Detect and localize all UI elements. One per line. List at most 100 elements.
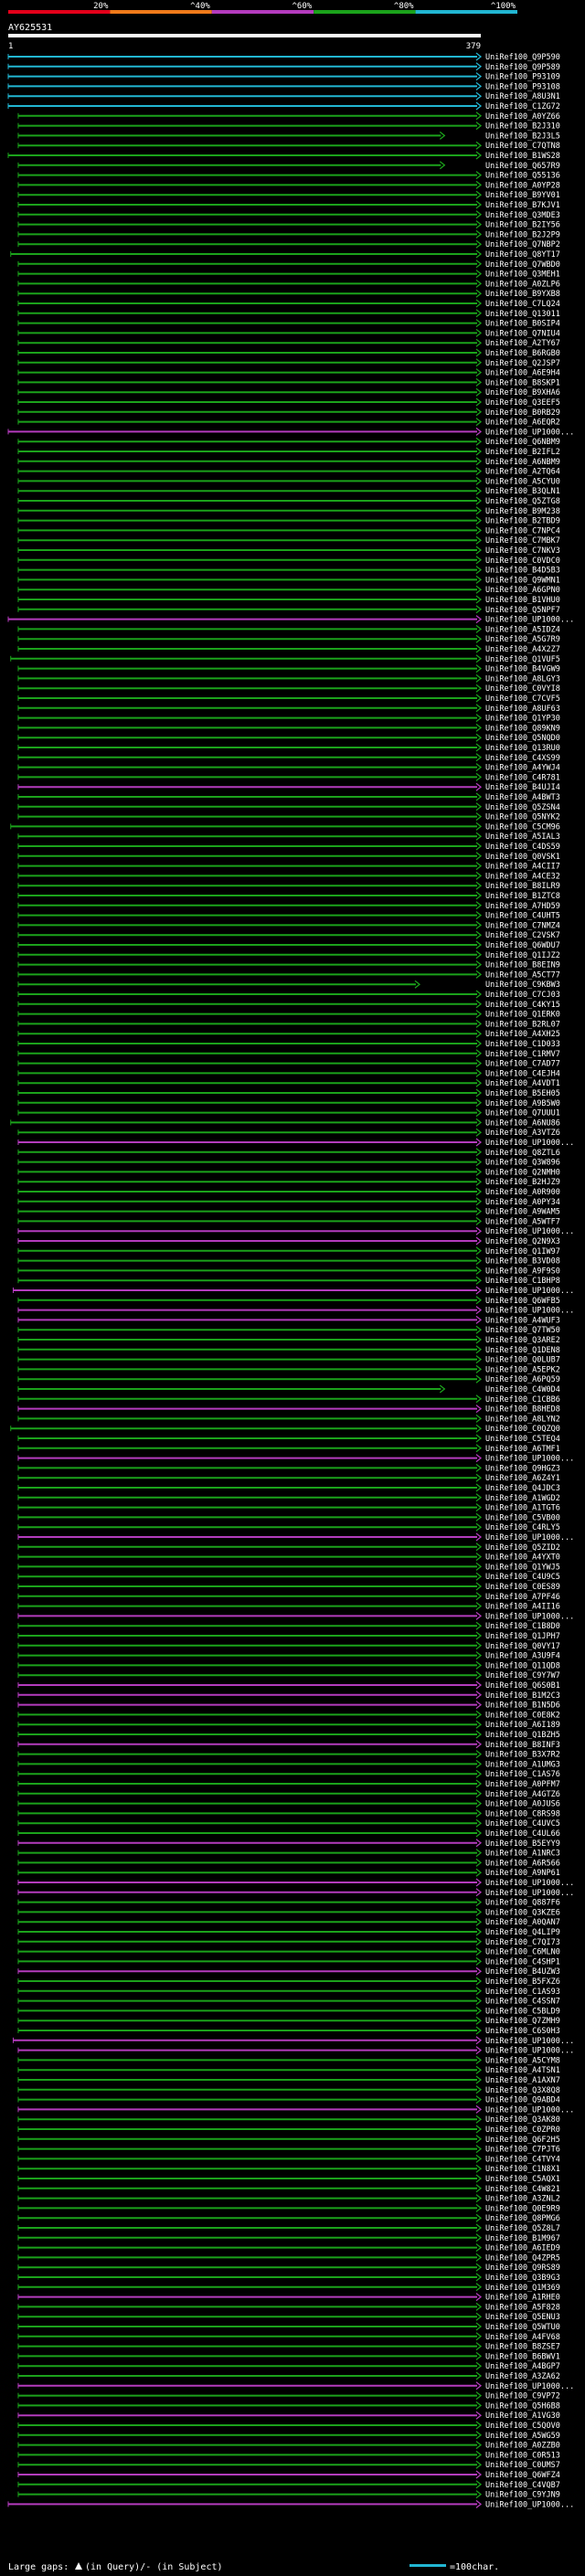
hit-label: UniRef100_A9WAM5 [485, 1208, 560, 1217]
hit-row: UniRef100_Q5ZID2 [17, 1542, 560, 1553]
hit-label: UniRef100_Q5ZID2 [485, 1543, 560, 1553]
hit-row: UniRef100_A9F9S0 [17, 1266, 560, 1276]
hit-label: UniRef100_Q1DEN8 [485, 1346, 560, 1355]
hit-label: UniRef100_Q5ENU3 [485, 2313, 560, 2322]
hit-arrowhead [475, 1503, 483, 1512]
hit-arrowhead [475, 239, 483, 249]
hit-row: UniRef100_C0E8K2 [17, 1710, 560, 1720]
hit-label: UniRef100_Q5NQD0 [485, 734, 560, 743]
hit-label: UniRef100_A3ZA62 [485, 2372, 560, 2381]
hit-label: UniRef100_A1UMG3 [485, 1760, 560, 1769]
hit-label: UniRef100_Q3KZE6 [485, 1908, 560, 1917]
hit-arrowhead [475, 556, 483, 565]
hit-arrowhead [475, 1839, 483, 1848]
hit-label: UniRef100_Q3MEH1 [485, 270, 560, 280]
hit-arrowhead [475, 2154, 483, 2163]
hit-arrowhead [475, 151, 483, 160]
hit-arrowhead [475, 377, 483, 387]
hit-label: UniRef100_C1D033 [485, 1040, 560, 1049]
hit-row: UniRef100_C5TEQ4 [17, 1434, 560, 1444]
hit-arrowhead [475, 546, 483, 555]
hit-arrowhead [475, 1374, 483, 1383]
hit-row: UniRef100_Q7TW50 [17, 1325, 560, 1335]
hit-label: UniRef100_B3X7R2 [485, 1751, 560, 1760]
hit-arrowhead [475, 1029, 483, 1038]
hit-row: UniRef100_A1TGT6 [17, 1503, 560, 1513]
hit-arrowhead [475, 1937, 483, 1946]
scale-label: ^40% [190, 2, 210, 11]
hit-arrowhead [475, 634, 483, 643]
hit-row: UniRef100_Q7UUU1 [17, 1108, 560, 1118]
hit-label: UniRef100_A5IAL3 [485, 832, 560, 842]
hit-arrowhead [475, 1197, 483, 1206]
hit-arrowhead [475, 2223, 483, 2232]
hit-label: UniRef100_Q0LUB7 [485, 1356, 560, 1365]
hit-label: UniRef100_B4VGW9 [485, 665, 560, 674]
hit-arrowhead [475, 2450, 483, 2459]
hit-row: UniRef100_B9M238 [17, 506, 560, 516]
hit-row: UniRef100_A2TY67 [17, 338, 560, 348]
hit-arrowhead [475, 1463, 483, 1472]
hit-row: UniRef100_C0ES89 [17, 1582, 560, 1592]
hit-row: UniRef100_B3VD08 [17, 1256, 560, 1267]
hit-row: UniRef100_Q887F6 [17, 1898, 560, 1908]
hit-label: UniRef100_Q6S0B1 [485, 1681, 560, 1691]
hit-arrowhead [475, 1907, 483, 1916]
hit-row: UniRef100_C4DS59 [17, 842, 560, 852]
hit-arrowhead [475, 1720, 483, 1729]
hit-label: UniRef100_UP1000... [485, 616, 574, 625]
hit-label: UniRef100_C4R781 [485, 773, 560, 782]
hit-label: UniRef100_Q5ZTG8 [485, 497, 560, 506]
hit-row: UniRef100_C9YJN9 [17, 2490, 560, 2500]
hit-row: UniRef100_UP1000... [7, 615, 574, 625]
hit-row: UniRef100_UP1000... [12, 1286, 574, 1296]
hit-row: UniRef100_C7CVF5 [17, 694, 560, 704]
hit-row: UniRef100_A8LYN2 [17, 1414, 560, 1424]
hit-arrowhead [475, 309, 483, 318]
hit-arrowhead [475, 654, 483, 663]
hit-arrowhead [475, 2055, 483, 2064]
hit-row: UniRef100_Q7ZMH9 [17, 2016, 560, 2026]
hit-arrowhead [475, 1927, 483, 1936]
hit-arrowhead [475, 1444, 483, 1453]
hit-arrowhead [475, 2065, 483, 2074]
hit-label: UniRef100_C1N8X1 [485, 2165, 560, 2174]
hit-arrowhead [475, 1691, 483, 1700]
hit-arrowhead [475, 1512, 483, 1521]
hit-arrowhead [475, 782, 483, 791]
hit-arrowhead [475, 506, 483, 515]
hit-arrowhead [475, 418, 483, 427]
hit-arrowhead [475, 1997, 483, 2006]
hit-arrowhead [475, 733, 483, 742]
hit-arrowhead [475, 1364, 483, 1373]
hit-row: UniRef100_A6EQR2 [17, 418, 560, 428]
hit-arrowhead [475, 1118, 483, 1127]
hit-arrowhead [475, 1158, 483, 1167]
hit-row: UniRef100_Q7NBP2 [17, 239, 560, 249]
hit-row: UniRef100_B6RGB0 [17, 348, 560, 358]
hit-row: UniRef100_B4VGW9 [17, 664, 560, 674]
hit-row: UniRef100_A4YXT0 [17, 1553, 560, 1563]
hit-label: UniRef100_C6MLN0 [485, 1948, 560, 1957]
hit-label: UniRef100_Q8ZTL6 [485, 1149, 560, 1158]
hit-label: UniRef100_A9NP61 [485, 1869, 560, 1878]
hit-arrowhead [475, 220, 483, 229]
hit-arrowhead [475, 1808, 483, 1818]
hit-arrowhead [475, 171, 483, 180]
hit-label: UniRef100_B9M238 [485, 507, 560, 516]
hit-label: UniRef100_C7MBK7 [485, 536, 560, 546]
hit-label: UniRef100_B5EYY9 [485, 1839, 560, 1849]
hit-arrowhead [475, 535, 483, 545]
hit-arrowhead [475, 368, 483, 377]
hit-arrowhead [475, 862, 483, 871]
hit-arrowhead [475, 1740, 483, 1749]
hit-row: UniRef100_A5G7R9 [17, 634, 560, 644]
hit-arrowhead [475, 2164, 483, 2173]
hit-row: UniRef100_Q8YT17 [10, 249, 560, 260]
hit-label: UniRef100_A0YP28 [485, 181, 560, 190]
hit-label: UniRef100_C4UVC5 [485, 1819, 560, 1829]
hit-row: UniRef100_A6E9H4 [17, 368, 560, 378]
hit-arrowhead [475, 2441, 483, 2450]
hit-arrowhead [475, 615, 483, 624]
